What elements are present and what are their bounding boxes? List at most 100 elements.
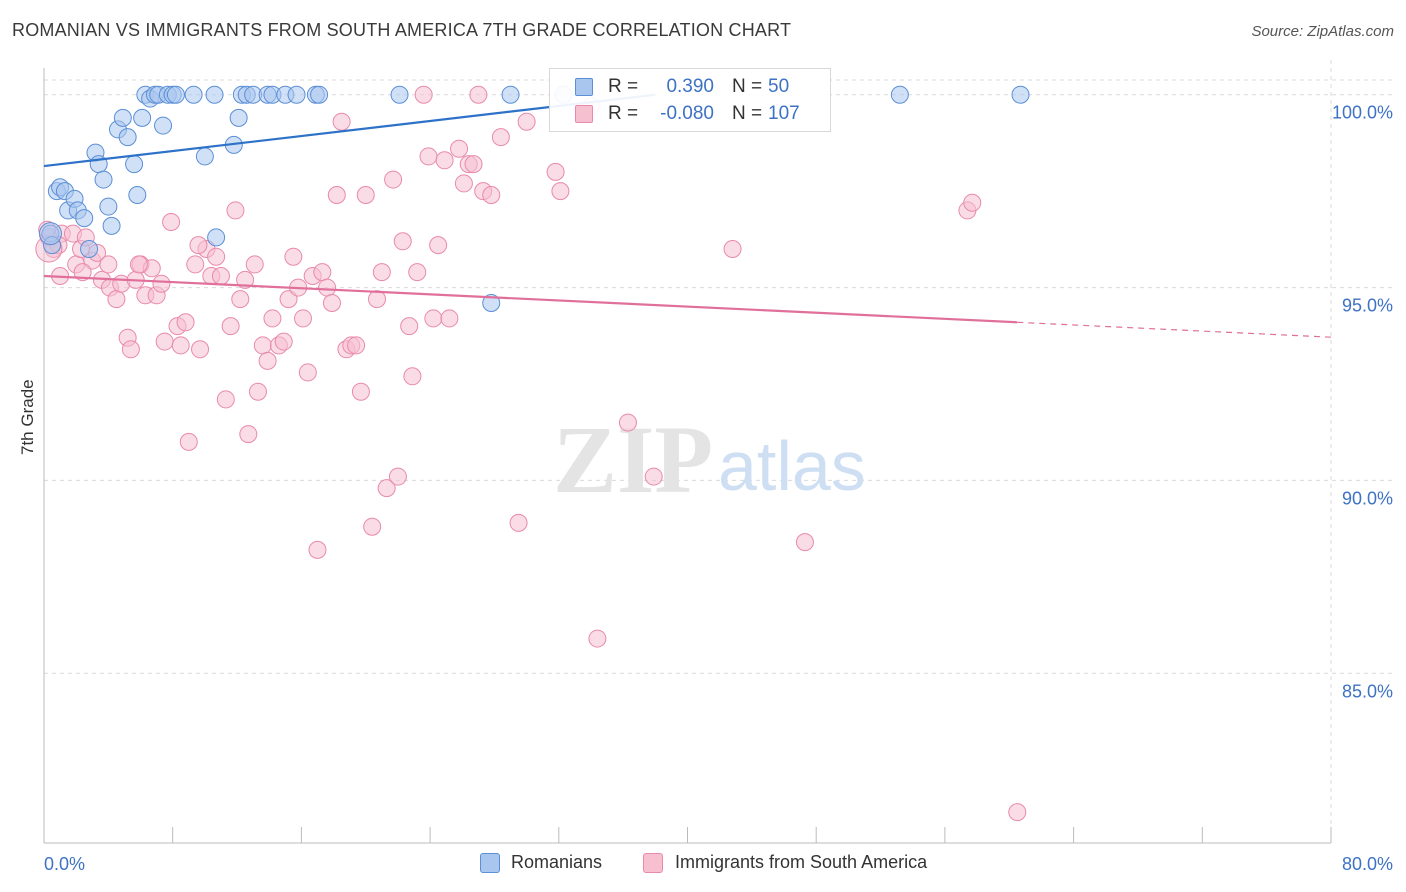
immigrants-point bbox=[191, 340, 210, 359]
romanians-point bbox=[133, 108, 152, 127]
immigrants-point bbox=[313, 263, 332, 282]
immigrants-point bbox=[351, 382, 370, 401]
immigrants-point bbox=[482, 186, 501, 204]
romanians-point bbox=[310, 85, 329, 104]
romanians-point bbox=[890, 85, 909, 104]
immigrants-point bbox=[546, 162, 565, 181]
romanians-point-large bbox=[38, 222, 62, 246]
immigrants-points bbox=[35, 85, 1027, 822]
immigrants-point bbox=[509, 513, 528, 532]
immigrants-point bbox=[318, 278, 337, 297]
immigrants-point bbox=[414, 85, 433, 104]
immigrants-point bbox=[588, 629, 607, 648]
legend-n-value: 107 bbox=[768, 103, 800, 124]
immigrants-point bbox=[284, 247, 303, 266]
series-legend: Romanians Immigrants from South America bbox=[0, 852, 1406, 878]
immigrants-point bbox=[189, 236, 208, 255]
legend-n-value: 50 bbox=[768, 76, 790, 97]
immigrants-point bbox=[236, 270, 255, 289]
immigrants-point bbox=[368, 290, 387, 309]
immigrants-point bbox=[517, 112, 536, 131]
romanians-point bbox=[113, 108, 132, 127]
immigrants-point bbox=[186, 255, 205, 274]
legend-r-value: 0.390 bbox=[666, 76, 714, 97]
romanians-point bbox=[75, 209, 94, 228]
romanians-point bbox=[102, 216, 121, 235]
romanians-point bbox=[195, 147, 214, 166]
romanians-point bbox=[166, 85, 185, 104]
romanians-point bbox=[125, 155, 144, 174]
immigrants-point bbox=[377, 479, 396, 498]
legend-row-romanians: R = 0.390 N = 50 bbox=[550, 74, 830, 101]
immigrants-trend-extension bbox=[1017, 321, 1332, 338]
immigrants-point bbox=[795, 533, 814, 552]
immigrants-point bbox=[403, 367, 422, 386]
y-tick-label: 95.0% bbox=[1342, 296, 1393, 316]
immigrants-point bbox=[440, 309, 459, 328]
immigrants-point bbox=[298, 363, 317, 382]
legend-row-immigrants: R = -0.080 N = 107 bbox=[550, 101, 830, 128]
legend-n-label: N = bbox=[732, 103, 763, 124]
immigrants-point bbox=[347, 336, 366, 355]
immigrants-point bbox=[491, 128, 510, 147]
immigrants-point bbox=[171, 336, 190, 355]
y-tick-label: 90.0% bbox=[1342, 488, 1393, 508]
immigrants-point bbox=[332, 112, 351, 131]
source-label: Source: ZipAtlas.com bbox=[1251, 23, 1394, 40]
immigrants-point bbox=[618, 413, 637, 432]
immigrants-point bbox=[279, 290, 298, 309]
x-tick-label-max: 80.0% bbox=[1342, 854, 1393, 874]
legend-r-label: R = bbox=[608, 76, 639, 97]
immigrants-point bbox=[294, 309, 313, 328]
immigrants-point bbox=[1008, 803, 1027, 822]
romanians-label: Romanians bbox=[511, 852, 603, 872]
immigrants-point bbox=[248, 382, 267, 401]
romanians-points bbox=[38, 85, 1030, 312]
immigrants-point bbox=[258, 351, 277, 370]
romanians-swatch bbox=[480, 853, 500, 873]
immigrants-point bbox=[393, 232, 412, 251]
immigrants-point bbox=[384, 170, 403, 189]
romanians-point bbox=[501, 85, 520, 104]
immigrants-point bbox=[176, 313, 195, 332]
immigrants-point bbox=[356, 186, 375, 204]
legend-n-label: N = bbox=[732, 76, 763, 97]
romanians-point bbox=[80, 240, 99, 258]
immigrants-point bbox=[211, 267, 230, 285]
immigrants-point bbox=[253, 336, 272, 355]
immigrants-point bbox=[464, 155, 483, 174]
chart-title: ROMANIAN VS IMMIGRANTS FROM SOUTH AMERIC… bbox=[12, 20, 792, 40]
immigrants-point bbox=[245, 255, 264, 274]
immigrants-point bbox=[155, 332, 174, 351]
immigrants-point bbox=[408, 263, 427, 282]
immigrants-point bbox=[363, 517, 382, 536]
stats-legend: R = 0.390 N = 50 R = -0.080 N = 107 bbox=[549, 68, 831, 132]
legend-swatch-blue bbox=[575, 78, 593, 96]
immigrants-trend-line bbox=[43, 274, 1018, 324]
romanians-point bbox=[229, 108, 248, 127]
immigrants-point bbox=[469, 85, 488, 104]
romanians-point bbox=[94, 170, 113, 189]
immigrants-point bbox=[121, 340, 140, 359]
immigrants-point bbox=[221, 317, 240, 336]
y-tick-label: 85.0% bbox=[1342, 681, 1393, 701]
immigrants-point bbox=[129, 255, 148, 274]
immigrants-point bbox=[308, 540, 327, 559]
watermark-atlas: atlas bbox=[718, 427, 866, 505]
immigrants-point bbox=[723, 240, 742, 258]
immigrants-point bbox=[99, 255, 118, 274]
immigrants-point bbox=[322, 294, 341, 312]
immigrants-point bbox=[435, 151, 454, 170]
immigrants-point bbox=[454, 174, 473, 193]
immigrants-point bbox=[963, 193, 982, 212]
immigrants-point bbox=[388, 467, 407, 486]
romanians-point bbox=[128, 186, 147, 204]
axes bbox=[43, 68, 1332, 844]
romanians-point bbox=[99, 197, 118, 216]
immigrants-point bbox=[551, 182, 570, 201]
immigrants-label: Immigrants from South America bbox=[675, 852, 928, 872]
y-tick-labels: 85.0% 90.0% 95.0% 100.0% 0.0% 80.0% bbox=[44, 103, 1393, 874]
immigrants-point bbox=[162, 213, 181, 231]
legend-r-value: -0.080 bbox=[660, 103, 714, 124]
